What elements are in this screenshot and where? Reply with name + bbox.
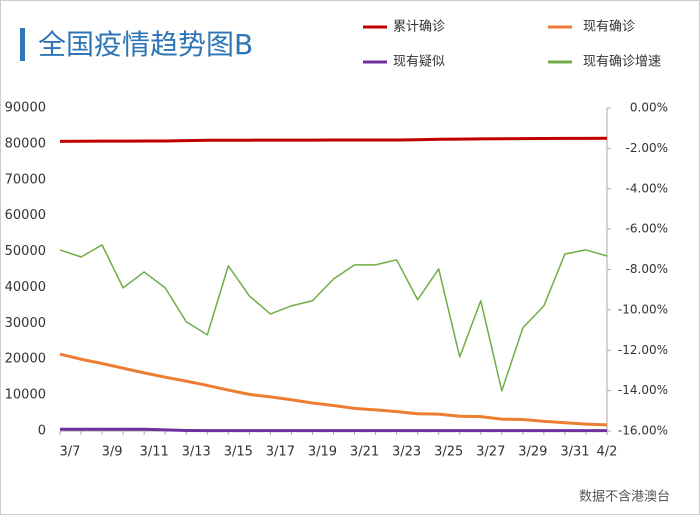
y-tick-label: 40000 [5, 280, 46, 295]
series-line [59, 352, 608, 427]
x-tick-label: 3/31 [560, 445, 589, 460]
y2-tick-label: -2.00% [626, 141, 668, 155]
x-tick-label: 3/13 [182, 445, 211, 460]
y2-tick-label: -16.00% [618, 424, 668, 438]
title-bar [20, 28, 25, 61]
series-line [60, 427, 607, 433]
y2-tick-label: -12.00% [618, 343, 668, 357]
chart-title: 全国疫情趋势图B [38, 28, 253, 61]
x-tick-label: 3/21 [350, 445, 379, 460]
y-tick-label: 20000 [5, 352, 46, 367]
legend-label: 累计确诊 [393, 20, 445, 35]
x-tick-label: 3/11 [140, 445, 169, 460]
series-line [59, 136, 608, 143]
y-tick-label: 10000 [5, 388, 46, 403]
x-tick-label: 3/23 [392, 445, 421, 460]
y2-tick-label: -4.00% [626, 181, 668, 195]
y2-tick-label: -8.00% [626, 262, 668, 276]
legend-label: 现有确诊 [583, 20, 635, 35]
x-tick-label: 3/7 [60, 445, 81, 460]
x-tick-label: 3/15 [224, 445, 253, 460]
x-tick-label: 3/17 [266, 445, 295, 460]
y-tick-label: 70000 [5, 172, 46, 187]
legend-label: 现有疑似 [393, 54, 445, 70]
x-tick-label: 3/19 [308, 445, 337, 460]
x-tick-label: 3/29 [518, 445, 547, 460]
y-tick-label: 80000 [5, 136, 46, 151]
x-tick-label: 3/9 [102, 445, 123, 460]
y2-tick-label: -6.00% [626, 222, 668, 236]
x-tick-label: 3/25 [434, 445, 463, 460]
source-note: 数据不含港澳台 [579, 489, 670, 505]
y-tick-label: 50000 [5, 244, 46, 259]
y2-tick-label: -10.00% [618, 302, 668, 316]
y2-tick-label: -14.00% [618, 383, 668, 397]
y-tick-label: 60000 [5, 208, 46, 223]
y-tick-label: 0 [38, 424, 46, 439]
legend-label: 现有确诊增速 [583, 55, 661, 70]
series-line [59, 244, 608, 392]
y-tick-label: 90000 [5, 101, 46, 116]
y2-tick-label: 0.00% [630, 101, 668, 115]
x-tick-label: 4/2 [597, 445, 618, 460]
x-tick-label: 3/27 [476, 445, 505, 460]
y-tick-label: 30000 [5, 316, 46, 331]
